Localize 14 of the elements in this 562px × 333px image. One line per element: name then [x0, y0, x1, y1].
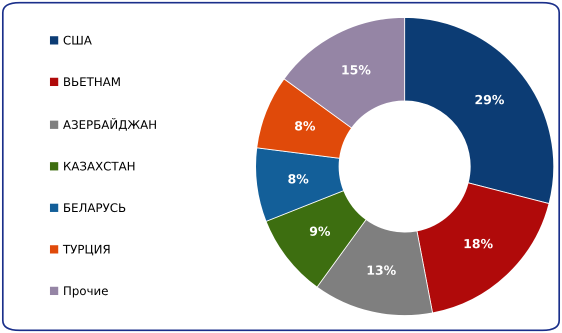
- legend-label: ВЬЕТНАМ: [64, 77, 120, 86]
- legend-label: ТУРЦИЯ: [62, 244, 110, 256]
- legend-label: США: [64, 36, 92, 45]
- data-label: 8%: [288, 174, 308, 184]
- legend-label: БЕЛАРУСЬ: [64, 203, 126, 212]
- legend-label: Прочие: [64, 286, 108, 298]
- data-label: 15%: [342, 65, 370, 75]
- legend-label: АЗЕРБАЙДЖАН: [63, 118, 156, 131]
- data-label: 8%: [295, 121, 316, 131]
- data-label: 13%: [368, 265, 396, 275]
- data-label: 29%: [475, 94, 504, 104]
- data-label: 9%: [310, 226, 330, 236]
- legend-label: КАЗАХСТАН: [64, 162, 134, 171]
- data-label: 18%: [464, 238, 493, 248]
